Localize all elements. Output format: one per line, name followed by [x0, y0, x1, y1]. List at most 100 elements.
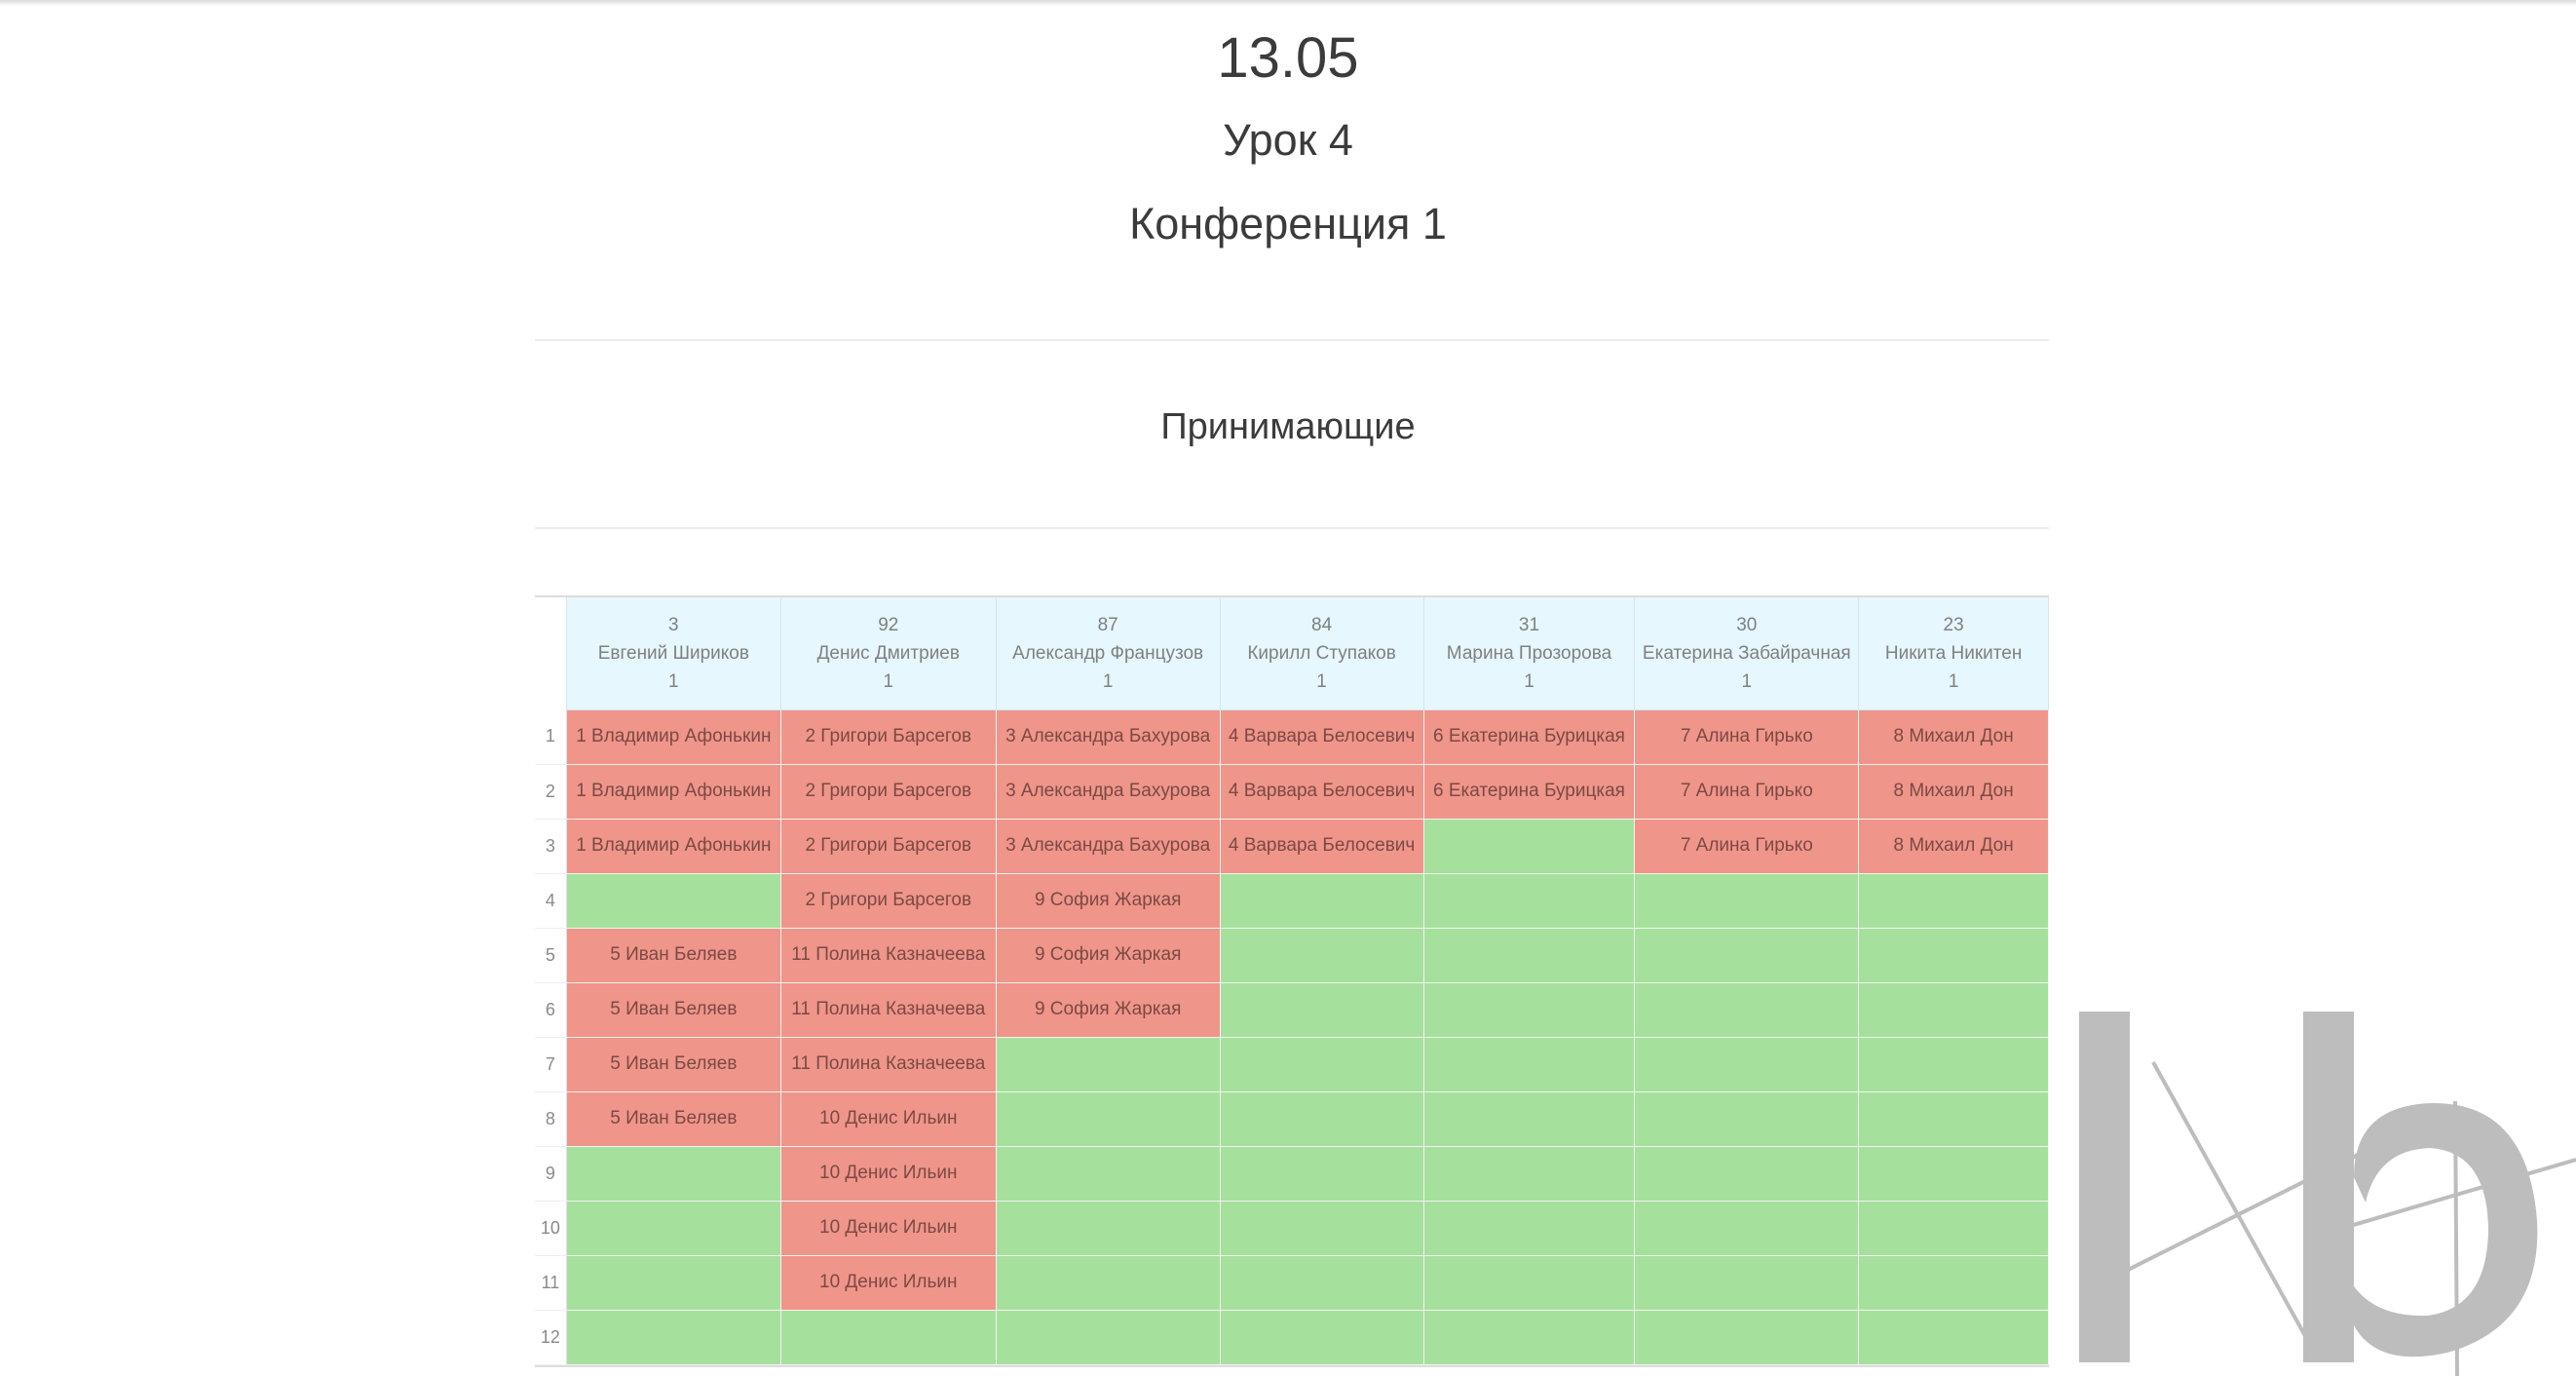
slot-cell-booked[interactable]: 11 Полина Казначеева [780, 1037, 997, 1092]
slot-cell-booked[interactable]: 8 Михаил Дон [1858, 819, 2049, 874]
slot-cell-booked[interactable]: 1 Владимир Афонькин [566, 764, 781, 820]
slot-cell-free[interactable] [996, 1310, 1221, 1365]
slot-cell-free[interactable] [1858, 982, 2049, 1038]
slot-cell-free[interactable] [1858, 1146, 2049, 1202]
schedule-grid[interactable]: 3 Евгений Шириков 1 92 Денис Дмитриев 1 87 Алек… [535, 595, 2049, 1367]
slot-cell-booked[interactable]: 2 Григори Барсегов [780, 764, 997, 820]
column-header-name: Никита Никитен [1884, 642, 2023, 664]
slot-cell-free[interactable] [1634, 928, 1860, 983]
slot-cell-free[interactable] [1858, 1255, 2049, 1311]
slot-cell-booked[interactable]: 10 Денис Ильин [780, 1201, 997, 1256]
slot-cell-free[interactable] [1634, 1201, 1860, 1256]
column-header[interactable]: 23 Никита Никитен 1 [1858, 597, 2049, 710]
slot-cell-free[interactable] [1858, 1037, 2049, 1092]
slot-cell-booked[interactable]: 4 Варвара Белосевич [1220, 819, 1424, 874]
slot-cell-free[interactable] [1220, 1037, 1424, 1092]
slot-cell-free[interactable] [566, 1310, 781, 1365]
slot-cell-free[interactable] [1634, 1146, 1860, 1202]
column-header[interactable]: 87 Александр Французов 1 [996, 597, 1221, 710]
slot-cell-free[interactable] [1220, 928, 1424, 983]
slot-cell-booked[interactable]: 10 Денис Ильин [780, 1091, 997, 1147]
slot-cell-booked[interactable]: 11 Полина Казначеева [780, 928, 997, 983]
slot-cell-booked[interactable]: 7 Алина Гирько [1634, 819, 1860, 874]
column-header[interactable]: 3 Евгений Шириков 1 [566, 597, 781, 710]
slot-cell-free[interactable] [1220, 1091, 1424, 1147]
slot-cell-free[interactable] [1634, 1091, 1860, 1147]
column-header-count: 1 [668, 670, 679, 692]
slot-cell-booked[interactable]: 5 Иван Беляев [566, 1091, 781, 1147]
row-number: 10 [535, 1201, 567, 1256]
row-number: 5 [535, 928, 567, 983]
slot-cell-free[interactable] [1423, 1201, 1636, 1256]
slot-cell-free[interactable] [1220, 1201, 1424, 1256]
column-header-name: Кирилл Ступаков [1247, 642, 1396, 664]
slot-cell-free[interactable] [566, 1146, 781, 1202]
slot-cell-free[interactable] [1858, 1201, 2049, 1256]
slot-cell-free[interactable] [1423, 928, 1636, 983]
slot-cell-booked[interactable]: 6 Екатерина Бурицкая [1423, 764, 1636, 820]
slot-cell-booked[interactable]: 4 Варвара Белосевич [1220, 709, 1424, 765]
slot-cell-booked[interactable]: 1 Владимир Афонькин [566, 819, 781, 874]
slot-cell-booked[interactable]: 4 Варвара Белосевич [1220, 764, 1424, 820]
slot-cell-booked[interactable]: 10 Денис Ильин [780, 1146, 997, 1202]
table-row: 9 10 Денис Ильин [535, 1146, 2049, 1202]
slot-cell-free[interactable] [996, 1037, 1221, 1092]
column-header[interactable]: 84 Кирилл Ступаков 1 [1220, 597, 1424, 710]
slot-cell-free[interactable] [1423, 819, 1636, 874]
slot-cell-booked[interactable]: 2 Григори Барсегов [780, 873, 997, 929]
slot-cell-free[interactable] [1634, 1037, 1860, 1092]
slot-cell-free[interactable] [1220, 1255, 1424, 1311]
slot-cell-free[interactable] [1634, 873, 1860, 929]
slot-cell-booked[interactable]: 8 Михаил Дон [1858, 764, 2049, 820]
slot-cell-booked[interactable]: 9 София Жаркая [996, 873, 1221, 929]
slot-cell-free[interactable] [1858, 928, 2049, 983]
slot-cell-booked[interactable]: 9 София Жаркая [996, 982, 1221, 1038]
slot-cell-free[interactable] [1423, 1255, 1636, 1311]
slot-cell-free[interactable] [1423, 1146, 1636, 1202]
slot-cell-booked[interactable]: 1 Владимир Афонькин [566, 709, 781, 765]
slot-cell-free[interactable] [996, 1255, 1221, 1311]
slot-cell-free[interactable] [1220, 1310, 1424, 1365]
slot-cell-booked[interactable]: 2 Григори Барсегов [780, 819, 997, 874]
slot-cell-free[interactable] [566, 873, 781, 929]
slot-cell-free[interactable] [996, 1201, 1221, 1256]
slot-cell-booked[interactable]: 7 Алина Гирько [1634, 764, 1860, 820]
slot-cell-booked[interactable]: 5 Иван Беляев [566, 982, 781, 1038]
slot-cell-free[interactable] [780, 1310, 997, 1365]
row-number: 3 [535, 819, 567, 874]
slot-cell-free[interactable] [1423, 1310, 1636, 1365]
slot-cell-free[interactable] [1634, 982, 1860, 1038]
slot-cell-booked[interactable]: 7 Алина Гирько [1634, 709, 1860, 765]
slot-cell-free[interactable] [1634, 1310, 1860, 1365]
slot-cell-booked[interactable]: 11 Полина Казначеева [780, 982, 997, 1038]
slot-cell-free[interactable] [996, 1091, 1221, 1147]
column-header[interactable]: 31 Марина Прозорова 1 [1423, 597, 1636, 710]
slot-cell-free[interactable] [1423, 982, 1636, 1038]
slot-cell-free[interactable] [1858, 1091, 2049, 1147]
slot-cell-booked[interactable]: 5 Иван Беляев [566, 1037, 781, 1092]
slot-cell-free[interactable] [1634, 1255, 1860, 1311]
slot-cell-free[interactable] [566, 1255, 781, 1311]
slot-cell-booked[interactable]: 2 Григори Барсегов [780, 709, 997, 765]
slot-cell-booked[interactable]: 6 Екатерина Бурицкая [1423, 709, 1636, 765]
slot-cell-booked[interactable]: 5 Иван Беляев [566, 928, 781, 983]
slot-cell-free[interactable] [1220, 982, 1424, 1038]
slot-cell-booked[interactable]: 8 Михаил Дон [1858, 709, 2049, 765]
column-header[interactable]: 30 Екатерина Забайрачная 1 [1634, 597, 1860, 710]
slot-cell-free[interactable] [996, 1146, 1221, 1202]
slot-cell-booked[interactable]: 3 Александра Бахурова [996, 764, 1221, 820]
column-header[interactable]: 92 Денис Дмитриев 1 [780, 597, 997, 710]
slot-cell-free[interactable] [1220, 873, 1424, 929]
slot-cell-free[interactable] [1858, 1310, 2049, 1365]
slot-cell-free[interactable] [1423, 1091, 1636, 1147]
slot-cell-booked[interactable]: 3 Александра Бахурова [996, 819, 1221, 874]
slot-cell-free[interactable] [1858, 873, 2049, 929]
slot-cell-free[interactable] [1423, 873, 1636, 929]
slot-cell-free[interactable] [1220, 1146, 1424, 1202]
slot-cell-booked[interactable]: 10 Денис Ильин [780, 1255, 997, 1311]
slot-cell-booked[interactable]: 3 Александра Бахурова [996, 709, 1221, 765]
slot-cell-booked[interactable]: 9 София Жаркая [996, 928, 1221, 983]
slot-cell-free[interactable] [566, 1201, 781, 1256]
slot-cell-free[interactable] [1423, 1037, 1636, 1092]
